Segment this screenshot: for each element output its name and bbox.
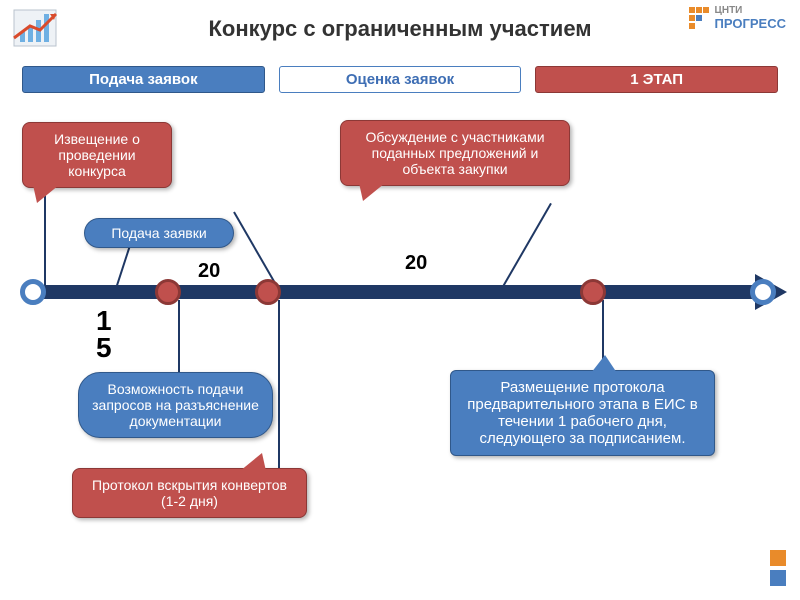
callout-text: Размещение протокола предварительного эт…: [467, 379, 697, 447]
timeline-bar: [30, 285, 760, 299]
callout-submit: Подача заявки: [84, 218, 234, 248]
decor-square: [770, 550, 786, 566]
callout-text: Возможность подачи запросов на разъяснен…: [92, 381, 259, 429]
callout-tail: [240, 453, 266, 471]
brand-small: ЦНТИ: [715, 6, 786, 17]
callout-protocol-open: Протокол вскрытия конвертов (1-2 дня): [72, 468, 307, 518]
decor-squares: [770, 550, 786, 586]
duration-15: 15: [96, 308, 114, 361]
callout-protocol-place: Размещение протокола предварительного эт…: [450, 370, 715, 456]
timeline-point: [20, 279, 46, 305]
tab-stage1: 1 ЭТАП: [535, 66, 778, 93]
callout-notice: Извещение о проведении конкурса: [22, 122, 172, 188]
callout-tail: [359, 183, 385, 201]
brand-icon: [689, 7, 709, 29]
callout-discuss: Обсуждение с участниками поданных предло…: [340, 120, 570, 186]
tab-bar: Подача заявок Оценка заявок 1 ЭТАП: [0, 60, 800, 93]
callout-requests: Возможность подачи запросов на разъяснен…: [78, 372, 273, 438]
callout-text: Извещение о проведении конкурса: [54, 131, 140, 179]
tab-submit: Подача заявок: [22, 66, 265, 93]
tab-evaluate: Оценка заявок: [279, 66, 522, 93]
connector: [278, 300, 280, 470]
duration-20b: 20: [405, 252, 427, 275]
connector: [500, 203, 552, 291]
duration-20a: 20: [198, 260, 220, 283]
timeline-point: [155, 279, 181, 305]
header: Конкурс с ограниченным участием ЦНТИ ПРО…: [0, 0, 800, 60]
callout-tail: [33, 185, 59, 203]
brand-logo: ЦНТИ ПРОГРЕСС: [689, 6, 786, 30]
callout-text: Подача заявки: [111, 225, 206, 241]
timeline-point: [255, 279, 281, 305]
callout-text: Обсуждение с участниками поданных предло…: [365, 129, 544, 177]
callout-tail: [591, 355, 617, 373]
timeline-diagram: 15 20 20 Извещение о проведении конкурса…: [0, 110, 800, 590]
decor-square: [770, 570, 786, 586]
brand-big: ПРОГРЕСС: [715, 17, 786, 31]
connector: [233, 212, 280, 291]
brand-text: ЦНТИ ПРОГРЕСС: [715, 6, 786, 30]
callout-text: Протокол вскрытия конвертов (1-2 дня): [92, 477, 287, 509]
timeline-point: [750, 279, 776, 305]
duration-value: 15: [96, 308, 114, 361]
chart-icon: [10, 8, 60, 53]
page-title: Конкурс с ограниченным участием: [20, 10, 780, 41]
timeline-point: [580, 279, 606, 305]
